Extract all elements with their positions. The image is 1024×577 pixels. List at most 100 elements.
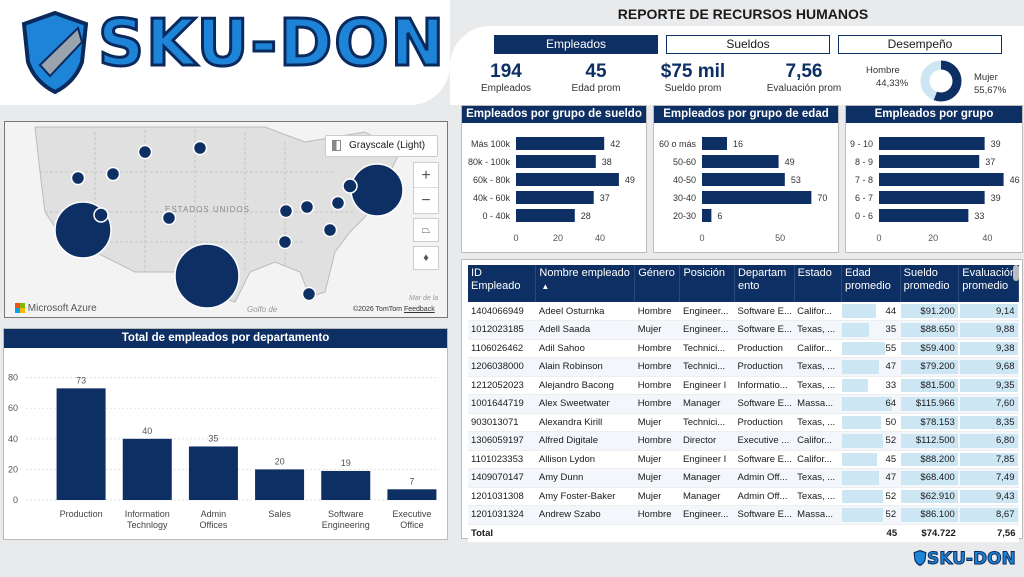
- zoom-in-icon[interactable]: +: [414, 163, 438, 188]
- table-cell: Software E...: [734, 320, 795, 340]
- map-style-toggle[interactable]: Grayscale (Light): [325, 135, 438, 157]
- cell-edad: 47: [841, 468, 901, 488]
- cell-value: 7,85: [996, 453, 1015, 465]
- table-header-row: ID Empleado Nombre empleado ▲ Género Posi…: [468, 265, 1019, 302]
- chart-departamento: 0 20 40 60 80 73 Production 40 Information Technl…: [8, 373, 439, 530]
- table-row[interactable]: 1201031308 Amy Foster-Baker Mujer Manager Ad…: [468, 487, 1019, 506]
- table-row[interactable]: 1409070147 Amy Dunn Mujer Manager Admin Off.…: [468, 468, 1019, 488]
- map-bubble[interactable]: [322, 222, 338, 238]
- zoom-controls: + −: [413, 162, 439, 214]
- zoom-out-icon[interactable]: −: [421, 192, 431, 209]
- table-cell: Production: [734, 413, 795, 432]
- map-bubble[interactable]: [93, 207, 109, 223]
- map-style-label: Grayscale (Light): [349, 140, 426, 151]
- tilt-icon[interactable]: ⏢: [413, 218, 439, 242]
- map-sea-label: Mar de la: [409, 295, 438, 302]
- compass-icon[interactable]: ♦: [413, 246, 439, 270]
- cell-edad: 44: [841, 302, 901, 321]
- map-provider-label: Microsoft Azure: [27, 303, 97, 314]
- table-row[interactable]: 1106026462 Adil Sahoo Hombre Technici... Pro…: [468, 339, 1019, 358]
- col-header-departamento[interactable]: Departam ento: [734, 265, 795, 302]
- bar: [702, 137, 727, 150]
- data-bar: [842, 397, 892, 411]
- table-row[interactable]: 1404066949 Adeel Osturnka Hombre Engineer..…: [468, 302, 1019, 321]
- kpi-edad: 45 Edad prom: [560, 61, 632, 94]
- table-row[interactable]: 1012023185 Adell Saada Mujer Engineer... Sof…: [468, 320, 1019, 340]
- data-bar: [959, 415, 1018, 429]
- table-row[interactable]: 903013071 Alexandra Kirill Mujer Technici..…: [468, 413, 1019, 432]
- data-bar: [901, 471, 958, 485]
- cell-value: $68.400: [920, 472, 955, 484]
- tab-sueldos[interactable]: Sueldos: [666, 35, 830, 54]
- data-label: 33: [974, 211, 984, 221]
- bar: [516, 191, 594, 204]
- table-cell: Executive ...: [734, 431, 795, 451]
- table-cell: Mujer: [634, 487, 680, 506]
- chart-departamento-panel: Total de empleados por departamento 0 20 4…: [3, 328, 448, 540]
- tab-desempeno[interactable]: Desempeño: [838, 35, 1002, 54]
- footer-logo: SKU-DON: [913, 549, 1016, 570]
- table-cell: Admin Off...: [734, 487, 795, 506]
- col-header-nombre[interactable]: Nombre empleado ▲: [535, 265, 636, 302]
- col-header-evaluacion[interactable]: Evaluación promedio: [958, 265, 1019, 302]
- table-cell: Adeel Osturnka: [535, 302, 635, 321]
- tick-label: 0: [513, 233, 518, 243]
- table-cell: Alex Sweetwater: [535, 394, 635, 414]
- tab-empleados[interactable]: Empleados: [494, 35, 658, 54]
- table-total-row: Total 45 $74.722 7,56: [468, 523, 1019, 543]
- col-header-genero[interactable]: Género: [634, 265, 681, 302]
- table-cell: Hombre: [634, 505, 680, 525]
- col-header-estado[interactable]: Estado: [794, 265, 842, 302]
- category-label: 80k - 100k: [468, 157, 511, 167]
- bar: [879, 209, 969, 222]
- map-bubble[interactable]: [174, 243, 240, 309]
- col-header-sueldo[interactable]: Sueldo promedio: [900, 265, 960, 302]
- map-bubble[interactable]: [192, 140, 208, 156]
- map-bubble[interactable]: [342, 178, 358, 194]
- data-label: 16: [733, 139, 743, 149]
- table-cell: Massa...: [794, 505, 842, 525]
- map-bubble[interactable]: [161, 210, 177, 226]
- map-bubble[interactable]: [137, 144, 153, 160]
- map-bubble[interactable]: [278, 203, 294, 219]
- cell-evaluacion: 9,35: [958, 376, 1019, 395]
- cell-value: $86.100: [920, 509, 955, 521]
- table-row[interactable]: 1306059197 Alfred Digitale Hombre Director E…: [468, 431, 1019, 451]
- cell-value: 33: [885, 379, 897, 391]
- table-cell: Texas, ...: [794, 487, 842, 506]
- table-cell: Engineer I: [679, 376, 735, 395]
- bar: [321, 470, 371, 500]
- cell-value: 7,60: [996, 398, 1015, 410]
- map-bubble[interactable]: [277, 234, 293, 250]
- mujer-pct: 55,67%: [974, 85, 1007, 96]
- table-cell: Hombre: [634, 431, 680, 451]
- map-bubble[interactable]: [70, 170, 86, 186]
- table-cell: Hombre: [634, 357, 680, 377]
- col-header-edad[interactable]: Edad promedio: [841, 265, 901, 302]
- table-row[interactable]: 1001644719 Alex Sweetwater Hombre Manager So…: [468, 394, 1019, 414]
- us-map[interactable]: ESTADOS UNIDOS Golfo de Mar de la: [5, 122, 447, 317]
- map-bubble[interactable]: [105, 166, 121, 182]
- cell-value: 8,67: [996, 509, 1015, 521]
- table-cell: 1306059197: [468, 431, 536, 451]
- table-row[interactable]: 1206038000 Alain Robinson Hombre Technici..…: [468, 357, 1019, 377]
- map-feedback-link[interactable]: Feedback: [403, 306, 435, 313]
- map-bubble[interactable]: [350, 163, 404, 217]
- cell-edad: 33: [841, 376, 901, 395]
- map-bubble[interactable]: [299, 199, 315, 215]
- table-row[interactable]: 1101023353 Allison Lydon Mujer Engineer I So…: [468, 450, 1019, 469]
- map-bubble[interactable]: [330, 195, 346, 211]
- map-bubble[interactable]: [301, 286, 317, 302]
- data-bar: [842, 304, 877, 318]
- data-bar: [842, 508, 883, 522]
- cell-evaluacion: 7,60: [958, 394, 1019, 414]
- category-label: 0 - 6: [855, 211, 873, 221]
- col-header-posicion[interactable]: Posición: [679, 265, 735, 302]
- table-row[interactable]: 1212052023 Alejandro Bacong Hombre Engineer…: [468, 376, 1019, 395]
- donut-slice-mujer[interactable]: [920, 60, 962, 102]
- table-cell: Manager: [679, 468, 735, 488]
- cell-evaluacion: 9,14: [958, 302, 1019, 321]
- col-header-id[interactable]: ID Empleado: [468, 265, 537, 302]
- table-scrollbar[interactable]: [1013, 265, 1019, 281]
- table-row[interactable]: 1201031324 Andrew Szabo Hombre Engineer... S…: [468, 505, 1019, 525]
